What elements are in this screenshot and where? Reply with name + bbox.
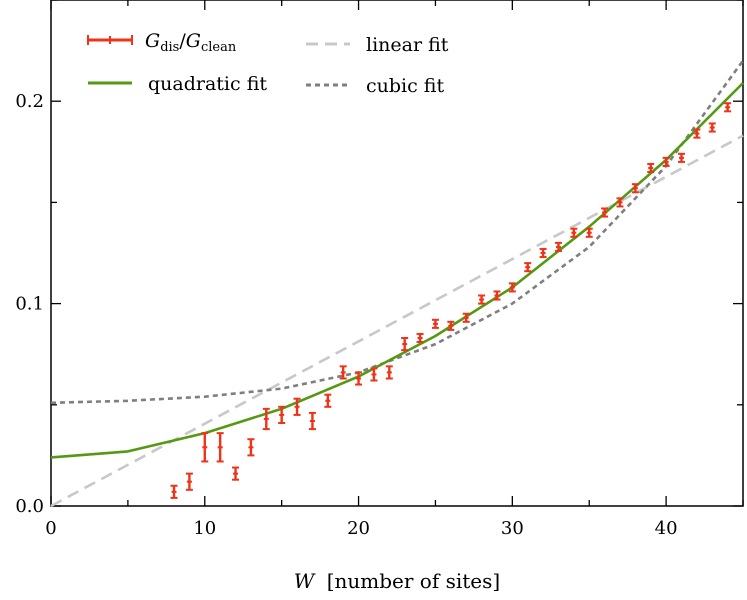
data-point [585,227,593,238]
plot-frame [50,0,744,507]
data-point [724,102,732,113]
fit-lines [50,59,745,508]
data-point [462,312,470,323]
y-tick-label: 0.0 [15,496,44,517]
y-tick-label: 0.1 [15,294,44,315]
legend-item-quadratic: quadratic fit [88,73,267,95]
data-point [293,397,301,416]
data-point [539,247,547,259]
data-point [570,227,578,238]
data-point [493,290,501,301]
data-point [631,183,639,194]
data-point [478,294,486,305]
data-point [339,365,347,380]
legend: Gdis/Gclean quadratic fit linear fit cub… [87,30,449,97]
data-point [385,365,393,380]
legend-label-quadratic: quadratic fit [148,73,267,95]
data-point [278,405,286,425]
data-point [708,122,716,133]
data-point [508,282,516,293]
data-point [185,472,193,491]
x-axis-label: W [number of sites] [294,569,500,593]
tick-marks [50,0,744,507]
data-point [616,197,624,208]
x-tick-label: 20 [347,518,370,539]
quadratic-fit-line [50,82,744,459]
data-point [216,432,224,463]
data-point [416,332,424,344]
data-point [370,367,378,382]
data-point [647,162,655,174]
tick-labels: 0 10 20 30 40 0.0 0.1 0.2 [15,91,677,539]
data-point [524,262,532,273]
x-tick-label: 0 [45,518,56,539]
legend-label-cubic: cubic fit [366,75,444,97]
legend-label-linear: linear fit [366,34,449,56]
data-point [324,393,332,408]
legend-item-data: Gdis/Gclean [87,30,237,55]
legend-label-data: Gdis/Gclean [145,30,237,55]
data-points [170,102,732,499]
data-point [232,466,240,481]
linear-fit-line [50,134,744,508]
y-tick-label: 0.2 [15,91,44,112]
x-axis-label-unit: [number of sites] [327,569,501,593]
cubic-fit-line [50,59,745,405]
data-point [693,128,701,139]
legend-item-cubic: cubic fit [306,75,444,97]
data-point [662,156,670,167]
data-point [262,407,270,431]
data-point [431,318,439,329]
data-point [677,152,685,163]
data-point [355,371,363,386]
x-axis-label-variable: W [294,569,316,593]
x-tick-label: 30 [501,518,524,539]
data-point [247,438,255,457]
data-point [170,484,178,499]
data-point [401,337,409,352]
data-point [554,241,562,252]
x-tick-label: 10 [193,518,216,539]
x-tick-label: 40 [655,518,678,539]
data-point [601,207,609,218]
data-point [201,432,209,463]
legend-item-linear: linear fit [306,34,449,56]
data-point [308,411,316,431]
data-point [447,320,455,331]
